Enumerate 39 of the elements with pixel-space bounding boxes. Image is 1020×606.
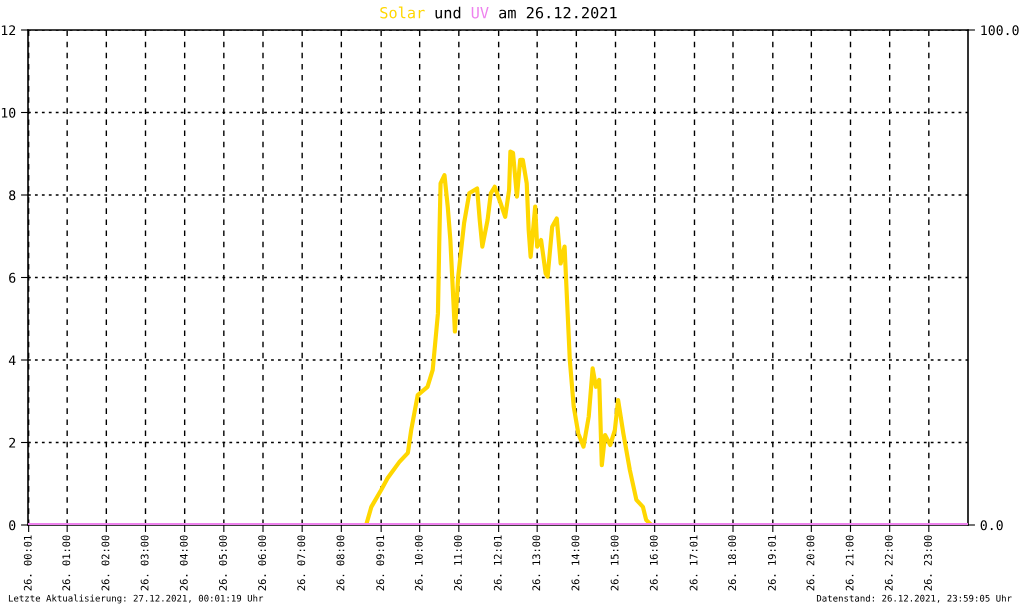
y-tick-label: 0 (9, 520, 16, 531)
y-tick-label: 8 (9, 190, 16, 201)
x-tick-label: 26. 13:00 (532, 535, 541, 591)
x-tick-label: 26. 15:00 (610, 535, 619, 591)
x-tick-label: 26. 08:00 (336, 535, 345, 591)
x-tick-label: 26. 09:01 (376, 535, 385, 591)
x-tick-label: 26. 03:00 (140, 535, 149, 591)
y2-tick-label: 100.0 (981, 25, 1019, 36)
x-tick-label: 26. 17:01 (689, 535, 698, 591)
x-tick-label: 26. 04:00 (179, 535, 188, 591)
y-tick-label: 12 (1, 25, 16, 36)
x-tick-label: 26. 23:00 (924, 535, 932, 591)
y2-tick-label: 0.0 (980, 520, 1003, 531)
text: Datenstand: 26.12.2021, 23:59:05 Uhr (816, 594, 1012, 603)
y-tick-label: 2 (9, 437, 16, 448)
x-tick-label: 26. 07:00 (297, 535, 306, 591)
x-tick-label: 26. 01:00 (62, 535, 71, 591)
legend-title: und (435, 6, 461, 19)
x-tick-label: 26. 06:00 (258, 535, 267, 591)
x-tick-label: 26. 02:00 (101, 535, 110, 591)
text: UV (471, 7, 489, 19)
y-tick-label: 6 (9, 272, 16, 283)
chart-title: am 26.12.2021 (499, 6, 617, 19)
text: Solar (380, 6, 425, 19)
x-tick-label: 26. 10:00 (414, 535, 423, 591)
y-tick-label: 10 (1, 107, 16, 118)
x-tick-label: 26. 22:00 (884, 535, 893, 591)
x-tick-label: 26. 14:00 (571, 535, 580, 591)
x-tick-label: 26. 19:01 (767, 535, 776, 591)
x-tick-label: 26. 00:01 (23, 535, 32, 591)
x-tick-label: 26. 12:01 (493, 535, 502, 591)
x-tick-label: 26. 20:00 (806, 535, 815, 591)
x-tick-label: 26. 16:00 (649, 535, 658, 591)
y-tick-label: 4 (8, 355, 16, 366)
text: Letzte Aktualisierung: 27.12.2021, 00:01:19 Uhr (8, 594, 264, 604)
x-tick-label: 26. 21:00 (845, 535, 854, 591)
x-tick-label: 26. 18:00 (728, 535, 737, 591)
x-tick-label: 26. 05:00 (219, 535, 227, 591)
x-tick-label: 26. 11:00 (454, 535, 462, 591)
